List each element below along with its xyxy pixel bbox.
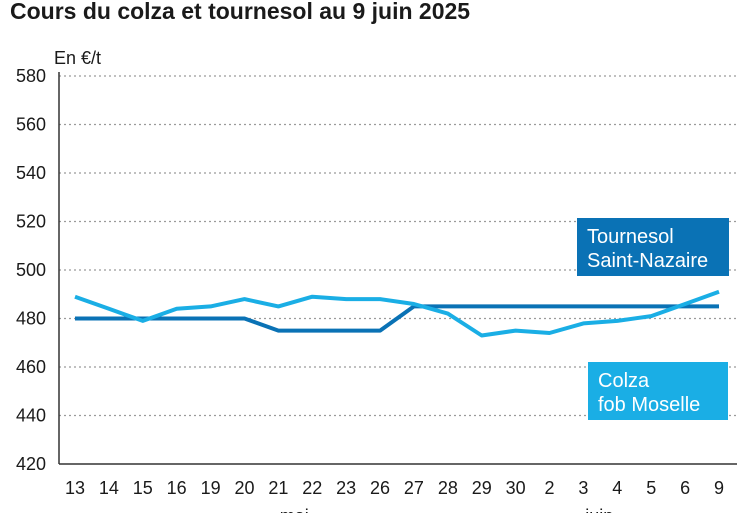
legend-box-colza bbox=[588, 362, 728, 420]
y-tick-label: 520 bbox=[16, 212, 46, 232]
x-tick-label: 30 bbox=[506, 478, 526, 498]
series-line-colza bbox=[74, 289, 720, 338]
y-tick-label: 460 bbox=[16, 357, 46, 377]
month-label: mai bbox=[280, 506, 309, 513]
y-tick-labels: 420 440 460 480 500 520 540 560 580 bbox=[16, 66, 46, 474]
chart-title: Cours du colza et tournesol au 9 juin 20… bbox=[10, 0, 471, 24]
y-axis-unit-label: En €/t bbox=[54, 48, 101, 68]
x-tick-label: 4 bbox=[612, 478, 622, 498]
x-tick-label: 13 bbox=[65, 478, 85, 498]
series-lines bbox=[74, 289, 720, 338]
y-tick-label: 580 bbox=[16, 66, 46, 86]
x-tick-label: 15 bbox=[133, 478, 153, 498]
x-tick-label: 28 bbox=[438, 478, 458, 498]
x-tick-label: 23 bbox=[336, 478, 356, 498]
y-tick-label: 480 bbox=[16, 309, 46, 329]
y-tick-label: 560 bbox=[16, 115, 46, 135]
legend-label-colza: Colza bbox=[598, 370, 650, 392]
x-tick-label: 2 bbox=[545, 478, 555, 498]
x-tick-labels: 1314151619202122232627282930234569maijui… bbox=[65, 478, 724, 513]
x-tick-label: 5 bbox=[646, 478, 656, 498]
x-tick-label: 19 bbox=[201, 478, 221, 498]
x-tick-label: 27 bbox=[404, 478, 424, 498]
axes bbox=[58, 72, 737, 465]
y-tick-label: 540 bbox=[16, 163, 46, 183]
x-tick-label: 9 bbox=[714, 478, 724, 498]
x-tick-label: 22 bbox=[302, 478, 322, 498]
y-tick-label: 500 bbox=[16, 260, 46, 280]
y-tick-label: 420 bbox=[16, 454, 46, 474]
legend-box-tournesol bbox=[577, 218, 729, 276]
legend-label-colza: fob Moselle bbox=[598, 394, 700, 416]
x-tick-label: 20 bbox=[234, 478, 254, 498]
month-label: juin bbox=[584, 506, 613, 513]
x-tick-label: 29 bbox=[472, 478, 492, 498]
x-tick-label: 6 bbox=[680, 478, 690, 498]
x-tick-label: 16 bbox=[167, 478, 187, 498]
x-tick-label: 21 bbox=[268, 478, 288, 498]
x-tick-label: 14 bbox=[99, 478, 119, 498]
legend-label-tournesol: Tournesol bbox=[587, 226, 674, 248]
x-tick-label: 26 bbox=[370, 478, 390, 498]
x-tick-label: 3 bbox=[578, 478, 588, 498]
series-line-tournesol bbox=[75, 304, 719, 333]
y-tick-label: 440 bbox=[16, 406, 46, 426]
legend-label-tournesol: Saint-Nazaire bbox=[587, 250, 708, 272]
